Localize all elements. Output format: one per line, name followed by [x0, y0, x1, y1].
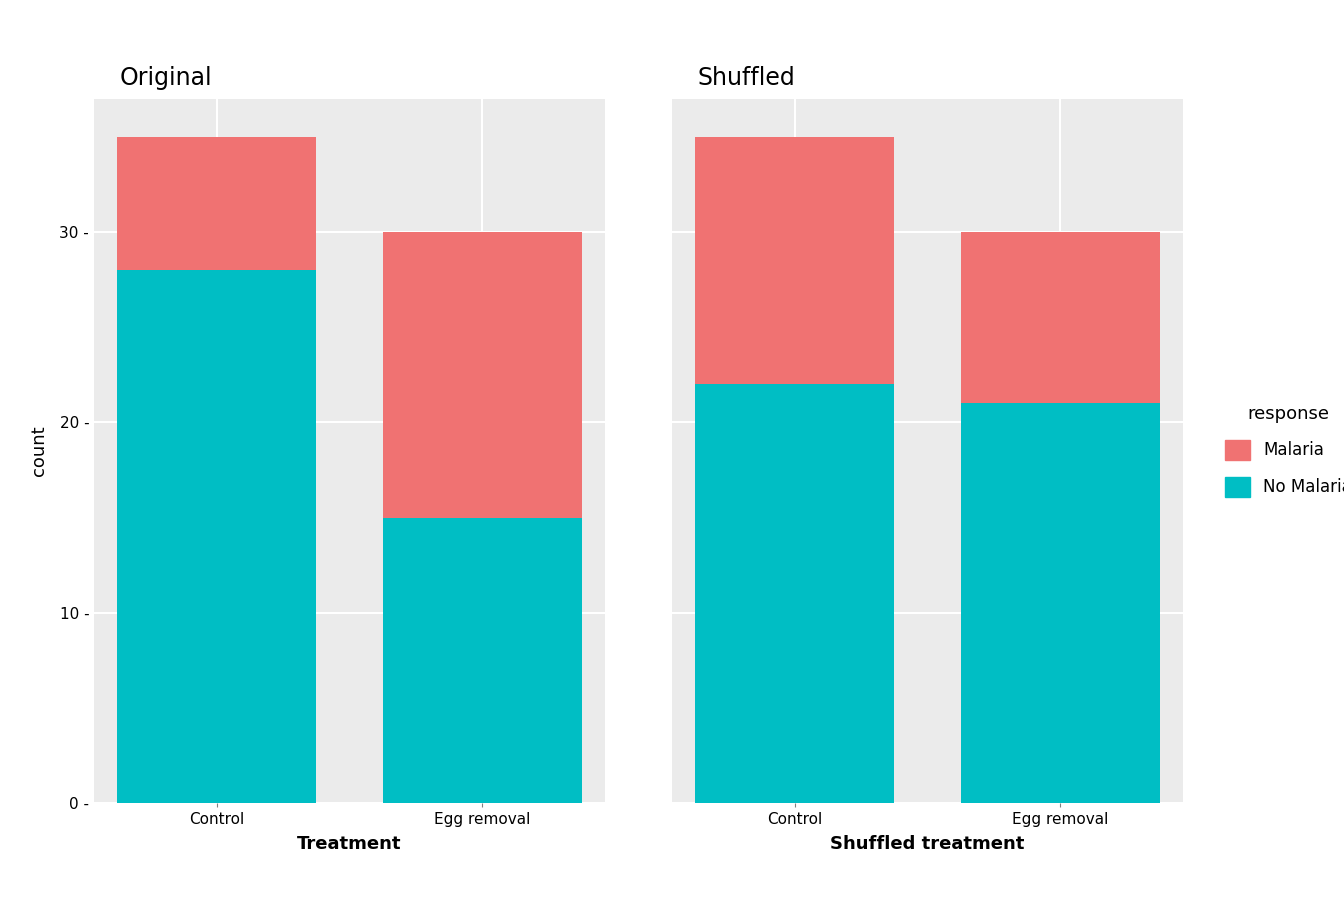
Y-axis label: count: count	[31, 426, 48, 476]
Bar	[961, 403, 1160, 803]
Bar	[383, 233, 582, 518]
Bar	[961, 233, 1160, 403]
Bar	[383, 518, 582, 803]
Bar	[695, 384, 894, 803]
Bar	[695, 137, 894, 384]
Bar	[117, 271, 316, 803]
X-axis label: Treatment: Treatment	[297, 835, 402, 853]
Bar	[117, 137, 316, 271]
Text: Shuffled: Shuffled	[698, 67, 796, 90]
X-axis label: Shuffled treatment: Shuffled treatment	[831, 835, 1024, 853]
Text: Original: Original	[120, 67, 212, 90]
Legend: Malaria, No Malaria: Malaria, No Malaria	[1216, 397, 1344, 505]
